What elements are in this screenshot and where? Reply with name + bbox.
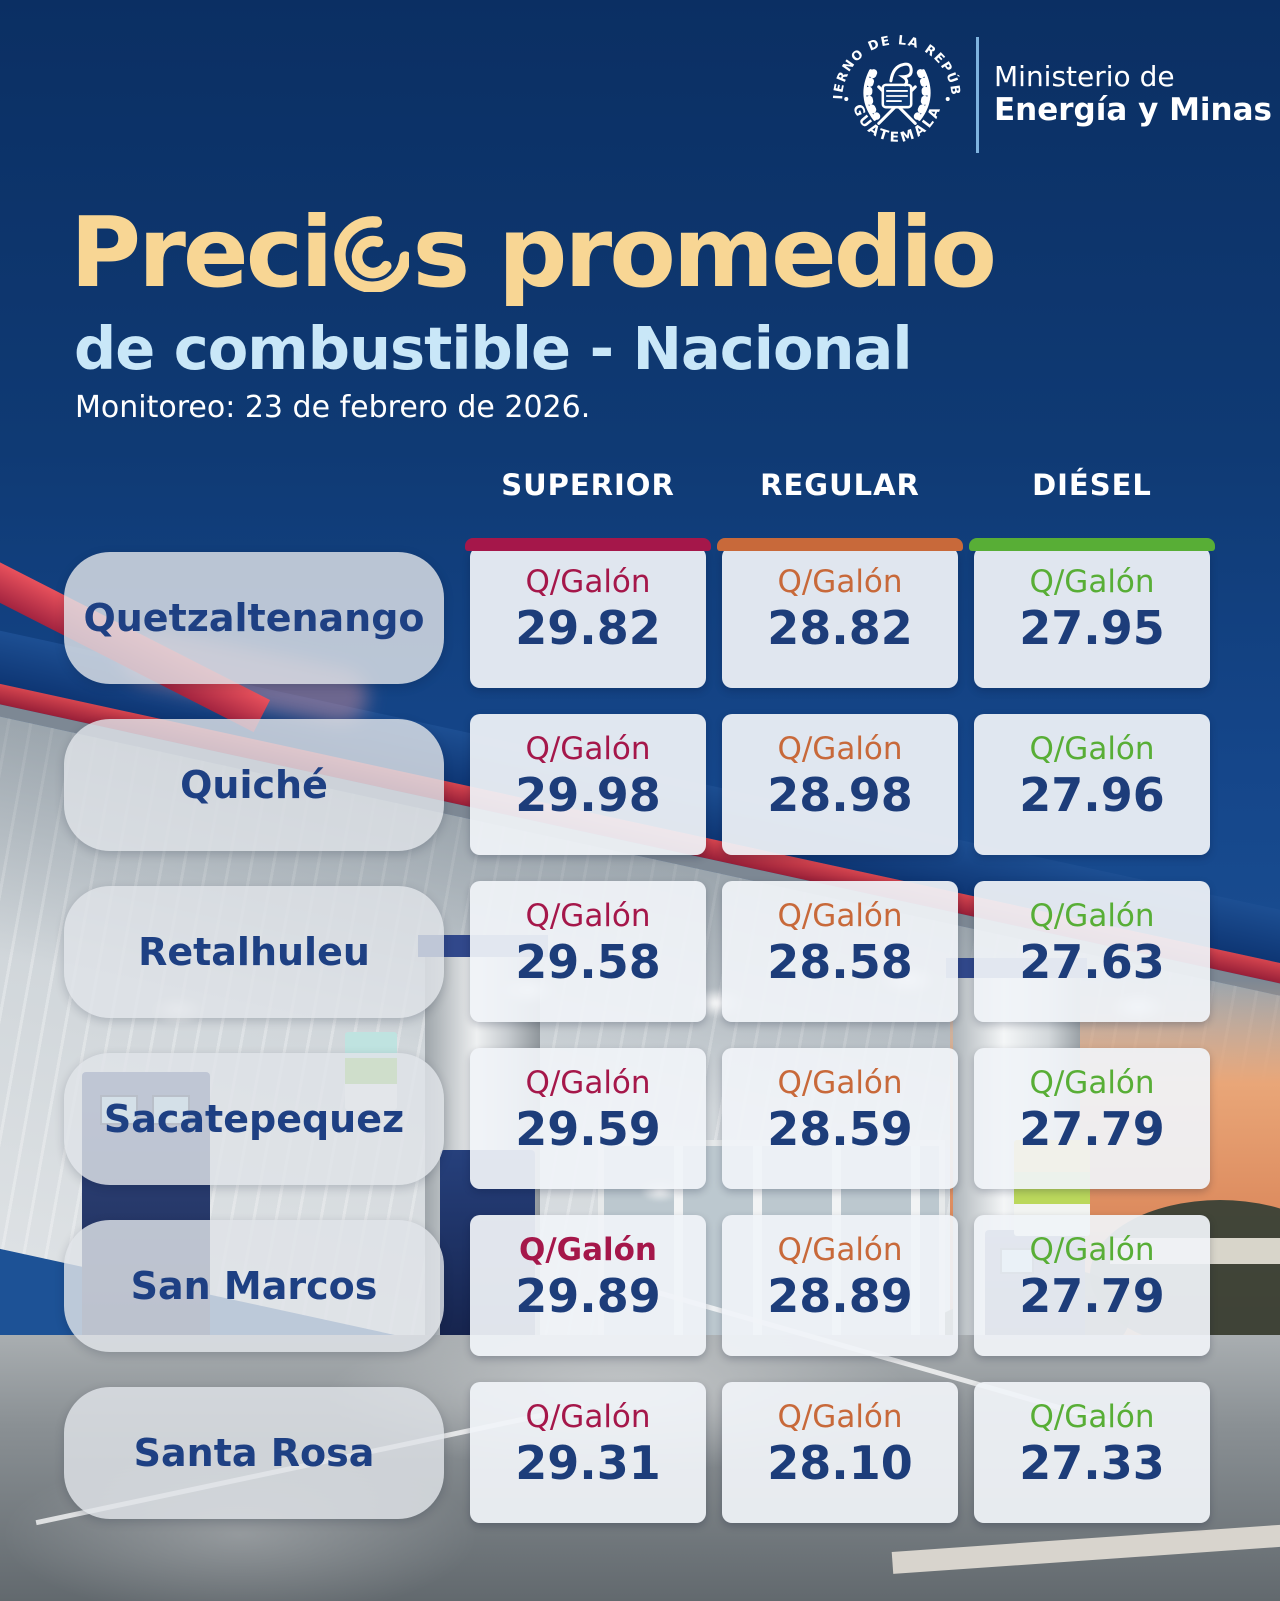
price-value: 29.59	[515, 1102, 661, 1157]
seal-bottom-text: GUATEMALA	[849, 102, 942, 146]
price-value: 29.89	[515, 1269, 661, 1324]
price-value: 29.58	[515, 935, 661, 990]
price-value: 28.10	[767, 1436, 913, 1491]
price-value: 28.82	[767, 601, 913, 656]
unit-label: Q/Galón	[1029, 1399, 1155, 1435]
price-value: 27.96	[1019, 768, 1165, 823]
ministry-name: Ministerio de Energía y Minas	[994, 59, 1273, 129]
unit-label: Q/Galón	[1029, 898, 1155, 934]
price-value: 28.59	[767, 1102, 913, 1157]
region-label: Retalhuleu	[138, 930, 370, 974]
price-value: 28.98	[767, 768, 913, 823]
price-value: 29.31	[515, 1436, 661, 1491]
brand-divider	[976, 37, 979, 153]
price-cell: Q/Galón 29.89	[470, 1215, 706, 1356]
unit-label: Q/Galón	[525, 1399, 651, 1435]
region-label: Quetzaltenango	[83, 596, 425, 640]
price-cell: Q/Galón 27.63	[974, 881, 1210, 1022]
unit-label: Q/Galón	[777, 1065, 903, 1101]
unit-label: Q/Galón	[777, 898, 903, 934]
region-box: Sacatepequez	[64, 1053, 444, 1185]
unit-label: Q/Galón	[777, 1399, 903, 1435]
region-box: Santa Rosa	[64, 1387, 444, 1519]
price-value: 27.63	[1019, 935, 1165, 990]
page-title: Preci s promedio	[70, 196, 997, 309]
table-row: Retalhuleu Q/Galón 29.58 Q/Galón 28.58 Q…	[0, 871, 1280, 1038]
region-box: Quetzaltenango	[64, 552, 444, 684]
unit-label: Q/Galón	[1029, 731, 1155, 767]
spiral-o-icon	[334, 216, 412, 293]
page-subtitle: de combustible - Nacional	[74, 314, 913, 383]
price-value: 29.82	[515, 601, 661, 656]
price-value: 29.98	[515, 768, 661, 823]
price-value: 27.33	[1019, 1436, 1165, 1491]
ministry-line2: Energía y Minas	[994, 92, 1273, 129]
unit-label: Q/Galón	[777, 731, 903, 767]
unit-label: Q/Galón	[1029, 564, 1155, 600]
unit-label: Q/Galón	[525, 898, 651, 934]
region-box: Quiché	[64, 719, 444, 851]
region-label: Quiché	[180, 763, 328, 807]
region-box: Retalhuleu	[64, 886, 444, 1018]
seal-emblem	[863, 62, 931, 125]
table-row: Quetzaltenango Q/Galón 29.82 Q/Galón 28.…	[0, 537, 1280, 704]
price-cell: Q/Galón 29.98	[470, 714, 706, 855]
unit-label: Q/Galón	[518, 1232, 658, 1268]
price-cell: Q/Galón 28.10	[722, 1382, 958, 1523]
government-seal-icon: GOBIERNO DE LA REPÚBLICA GUATEMALA	[826, 24, 962, 146]
price-cell: Q/Galón 28.98	[722, 714, 958, 855]
unit-label: Q/Galón	[525, 1065, 651, 1101]
price-value: 27.79	[1019, 1269, 1165, 1324]
price-cell: Q/Galón 27.79	[974, 1215, 1210, 1356]
unit-label: Q/Galón	[777, 1232, 903, 1268]
price-cell: Q/Galón 28.82	[717, 538, 963, 688]
price-cell: Q/Galón 29.31	[470, 1382, 706, 1523]
price-cell: Q/Galón 27.79	[974, 1048, 1210, 1189]
region-box: San Marcos	[64, 1220, 444, 1352]
table-row: Sacatepequez Q/Galón 29.59 Q/Galón 28.59…	[0, 1038, 1280, 1205]
price-cell: Q/Galón 28.89	[722, 1215, 958, 1356]
column-headers: SUPERIOR REGULAR DIÉSEL	[0, 468, 1280, 502]
price-value: 28.89	[767, 1269, 913, 1324]
price-cell: Q/Galón 27.96	[974, 714, 1210, 855]
price-cell: Q/Galón 28.58	[722, 881, 958, 1022]
unit-label: Q/Galón	[525, 731, 651, 767]
monitoring-date: Monitoreo: 23 de febrero de 2026.	[75, 390, 591, 425]
price-cell: Q/Galón 29.58	[470, 881, 706, 1022]
price-value: 27.79	[1019, 1102, 1165, 1157]
table-row: Santa Rosa Q/Galón 29.31 Q/Galón 28.10 Q…	[0, 1372, 1280, 1539]
price-cell: Q/Galón 29.82	[465, 538, 711, 688]
unit-label: Q/Galón	[777, 564, 903, 600]
column-header-diesel: DIÉSEL	[1032, 468, 1152, 502]
unit-label: Q/Galón	[1029, 1232, 1155, 1268]
price-cell: Q/Galón 27.95	[969, 538, 1215, 688]
price-cell: Q/Galón 29.59	[470, 1048, 706, 1189]
price-cell: Q/Galón 27.33	[974, 1382, 1210, 1523]
price-value: 28.58	[767, 935, 913, 990]
unit-label: Q/Galón	[1029, 1065, 1155, 1101]
region-label: San Marcos	[130, 1264, 378, 1308]
ministry-line1: Ministerio de	[994, 59, 1175, 93]
column-header-regular: REGULAR	[760, 468, 920, 502]
column-header-superior: SUPERIOR	[501, 468, 675, 502]
price-cell: Q/Galón 28.59	[722, 1048, 958, 1189]
price-value: 27.95	[1019, 601, 1165, 656]
region-label: Sacatepequez	[103, 1097, 405, 1141]
region-label: Santa Rosa	[133, 1431, 375, 1475]
price-table: Quetzaltenango Q/Galón 29.82 Q/Galón 28.…	[0, 537, 1280, 1539]
government-brand: GOBIERNO DE LA REPÚBLICA GUATEMALA	[826, 24, 1272, 166]
table-row: Quiché Q/Galón 29.98 Q/Galón 28.98 Q/Gal…	[0, 704, 1280, 871]
unit-label: Q/Galón	[525, 564, 651, 600]
table-row: San Marcos Q/Galón 29.89 Q/Galón 28.89 Q…	[0, 1205, 1280, 1372]
svg-text:GUATEMALA: GUATEMALA	[849, 102, 945, 146]
